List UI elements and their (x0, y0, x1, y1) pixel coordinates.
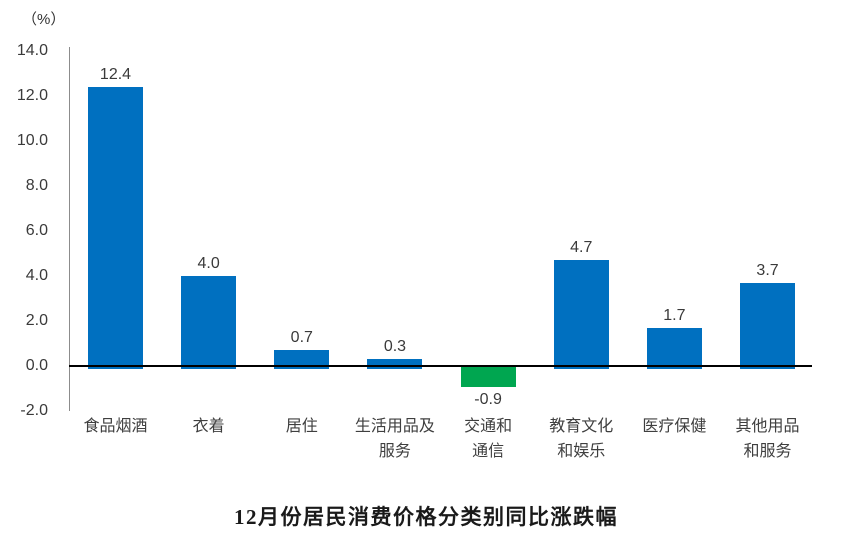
bar-value-label: 4.7 (570, 239, 593, 257)
bar-value-label: 12.4 (99, 66, 132, 83)
y-tick-label: 12.0 (16, 87, 48, 104)
x-axis-zero-line (69, 365, 812, 367)
bar-8 (740, 282, 796, 369)
bar-2 (181, 276, 237, 369)
x-category-label: 医疗保健 (642, 418, 707, 435)
y-tick-label: 4.0 (25, 267, 48, 284)
x-category-label: 食品烟酒 (83, 418, 148, 435)
chart-title: 12月份居民消费价格分类别同比涨跌幅 (234, 505, 618, 529)
y-tick-label: -2.0 (20, 402, 48, 419)
y-tick-label: 10.0 (16, 132, 48, 149)
bar-3 (274, 350, 330, 369)
bar-6 (553, 260, 609, 369)
bar-5 (460, 366, 516, 387)
y-tick-label: 2.0 (25, 312, 48, 329)
x-category-label: 其他用品 和服务 (735, 418, 800, 460)
y-tick-label: 14.0 (16, 42, 48, 59)
y-axis-line (69, 47, 70, 411)
x-category-label: 衣着 (192, 418, 225, 435)
x-category-label: 教育文化 和娱乐 (549, 418, 614, 460)
bar-value-label: 0.7 (290, 329, 313, 347)
bar-value-label: 3.7 (756, 261, 779, 279)
x-category-label: 交通和 通信 (464, 418, 513, 460)
bar-value-label: 4.0 (197, 255, 220, 272)
bar-value-label: 1.7 (663, 306, 686, 324)
y-tick-label: 8.0 (25, 177, 48, 194)
bar-1 (88, 87, 143, 369)
bar-value-label: -0.9 (474, 391, 502, 409)
y-tick-label: 6.0 (25, 222, 48, 239)
x-category-label: 居住 (285, 418, 318, 435)
bar-value-label: 0.3 (383, 338, 407, 356)
y-tick-label: 0.0 (25, 357, 48, 374)
bar-4 (367, 359, 423, 369)
y-axis-unit-label: （%） (22, 11, 66, 28)
bar-7 (646, 327, 702, 369)
x-category-label: 生活用品及 服务 (354, 418, 435, 460)
